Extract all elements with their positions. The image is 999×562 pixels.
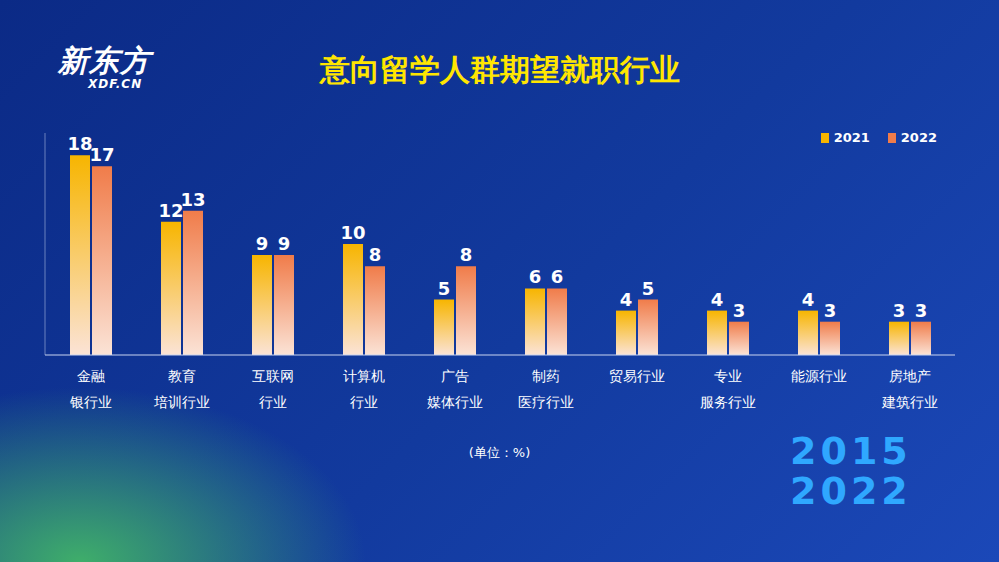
svg-text:3: 3 <box>893 300 906 321</box>
svg-text:互联网行业: 互联网行业 <box>252 368 294 410</box>
html-text:XDF.CN: XDF.CN <box>88 77 143 91</box>
svg-text:金融银行业: 金融银行业 <box>69 368 112 410</box>
svg-text:12: 12 <box>158 199 184 221</box>
svg-text:18: 18 <box>67 133 93 155</box>
html-text:2015: 2015 <box>790 429 912 473</box>
svg-text:9: 9 <box>256 233 269 254</box>
svg-text:3: 3 <box>733 300 746 321</box>
html-text:2022: 2022 <box>790 468 912 513</box>
svg-text:3: 3 <box>824 300 837 321</box>
svg-text:4: 4 <box>802 289 815 310</box>
svg-text:9: 9 <box>278 233 291 254</box>
svg-text:教育培训行业: 教育培训行业 <box>153 368 210 410</box>
svg-text:10: 10 <box>340 222 365 243</box>
svg-text:4: 4 <box>620 289 633 310</box>
svg-text:房地产建筑行业: 房地产建筑行业 <box>881 368 938 410</box>
svg-text:能源行业: 能源行业 <box>791 368 847 384</box>
svg-text:13: 13 <box>180 189 205 210</box>
svg-text:8: 8 <box>460 244 473 265</box>
svg-text:专业服务行业: 专业服务行业 <box>700 368 756 410</box>
html-text:2021: 2021 <box>833 130 870 145</box>
svg-text:广告媒体行业: 广告媒体行业 <box>427 368 483 410</box>
svg-text:贸易行业: 贸易行业 <box>609 368 665 384</box>
html-text:新东方: 新东方 <box>58 43 151 78</box>
svg-text:6: 6 <box>551 266 564 287</box>
svg-text:6: 6 <box>529 266 542 287</box>
html-text:(单位：%): (单位：%) <box>468 445 531 460</box>
svg-text:5: 5 <box>438 278 451 299</box>
svg-text:3: 3 <box>915 300 928 321</box>
svg-text:5: 5 <box>642 278 655 299</box>
html-text:意向留学人群期望就职行业: 意向留学人群期望就职行业 <box>319 52 680 87</box>
svg-text:计算机行业: 计算机行业 <box>343 368 385 410</box>
html-text:2022: 2022 <box>900 130 937 145</box>
svg-text:8: 8 <box>369 244 382 265</box>
svg-text:17: 17 <box>89 144 114 165</box>
svg-text:4: 4 <box>711 289 724 310</box>
svg-text:制药医疗行业: 制药医疗行业 <box>518 368 574 410</box>
